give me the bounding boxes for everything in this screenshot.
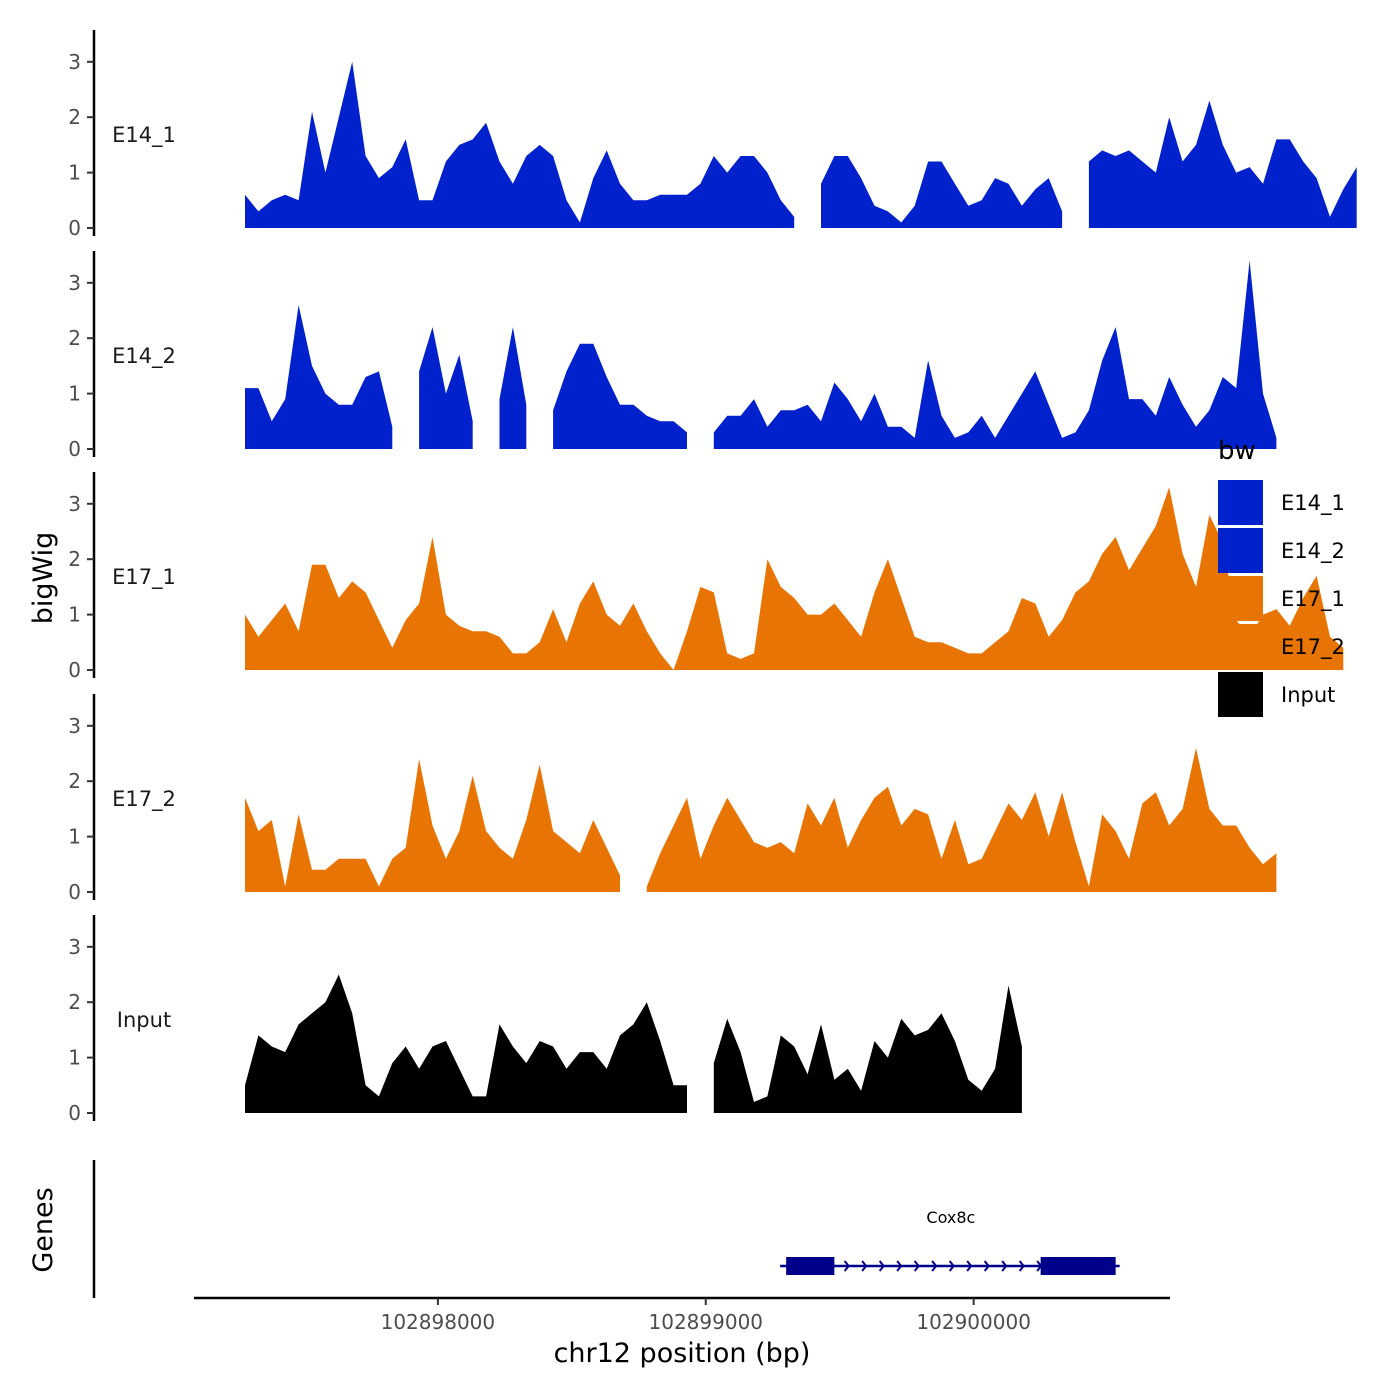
y-tick-label: 0: [68, 880, 81, 904]
y-tick-label: 3: [68, 714, 81, 738]
strand-arrow: [878, 1260, 885, 1272]
x-tick-label: 102898000: [381, 1310, 496, 1334]
y-tick-label: 0: [68, 658, 81, 682]
y-tick-label: 3: [68, 271, 81, 295]
strand-arrow: [966, 1260, 973, 1272]
strand-arrow: [896, 1260, 903, 1272]
legend: bw E14_1 E14_2 E17_1 E17_2 Input: [1218, 436, 1345, 717]
legend-label: Input: [1281, 683, 1335, 707]
area-E14_1: [245, 61, 795, 228]
x-tick-label: 102899000: [649, 1310, 764, 1334]
y-tick-label: 0: [68, 437, 81, 461]
legend-label: E14_1: [1281, 491, 1345, 516]
legend-label: E17_1: [1281, 587, 1345, 612]
gene-label: Cox8c: [926, 1208, 975, 1227]
strand-arrow: [948, 1260, 955, 1272]
x-axis: 102898000 102899000 102900000: [194, 1296, 1170, 1334]
area-E14_1: [1088, 100, 1357, 228]
track-E17_1: 0 1 2 3 E17_1: [68, 472, 1344, 682]
y-tick-label: 2: [68, 105, 81, 129]
track-E14_1: 0 1 2 3 E14_1: [68, 30, 1357, 240]
y-tick-label: 1: [68, 603, 81, 627]
track-Input: 0 1 2 3 Input: [68, 915, 1022, 1125]
x-tick-label: 102900000: [916, 1310, 1031, 1334]
genes-axis-title: Genes: [28, 1187, 59, 1272]
gene-Cox8c: Cox8c: [780, 1208, 1120, 1275]
legend-key-E14_1: [1218, 480, 1263, 525]
track-E14_2: 0 1 2 3 E14_2: [68, 251, 1277, 461]
y-tick-label: 1: [68, 161, 81, 185]
area-E14_2: [245, 305, 393, 449]
legend-title: bw: [1218, 436, 1256, 466]
area-E14_2: [553, 343, 687, 449]
y-tick-label: 0: [68, 216, 81, 240]
y-tick-label: 2: [68, 769, 81, 793]
y-tick-label: 1: [68, 1046, 81, 1070]
x-axis-title: chr12 position (bp): [554, 1338, 811, 1369]
track-label: E14_1: [112, 123, 176, 148]
track-label: E17_2: [112, 787, 176, 812]
area-Input: [713, 985, 1022, 1113]
strand-arrow: [1018, 1260, 1025, 1272]
strand-arrow: [843, 1260, 850, 1272]
y-tick-label: 1: [68, 382, 81, 406]
area-E17_1: [245, 487, 1344, 670]
area-E14_2: [713, 260, 1277, 449]
area-E17_2: [646, 748, 1277, 892]
area-E14_2: [419, 327, 473, 449]
area-E17_2: [245, 759, 620, 892]
gene-exon: [786, 1257, 835, 1275]
strand-arrow: [1001, 1260, 1008, 1272]
legend-label: E17_2: [1281, 635, 1345, 660]
y-tick-label: 3: [68, 935, 81, 959]
strand-arrow: [913, 1260, 920, 1272]
legend-key-E17_1: [1218, 576, 1263, 621]
y-tick-label: 0: [68, 1101, 81, 1125]
track-label: Input: [117, 1008, 171, 1032]
y-tick-label: 3: [68, 50, 81, 74]
y-axis-title: bigWig: [28, 532, 59, 625]
gene-panel: Cox8c: [92, 1160, 1120, 1298]
area-E14_1: [821, 156, 1063, 228]
legend-key-E14_2: [1218, 528, 1263, 573]
area-E14_2: [499, 327, 527, 449]
track-label: E17_1: [112, 565, 176, 590]
strand-arrow: [861, 1260, 868, 1272]
legend-key-Input: [1218, 672, 1263, 717]
legend-label: E14_2: [1281, 539, 1345, 564]
y-tick-label: 2: [68, 990, 81, 1014]
track-E17_2: 0 1 2 3 E17_2: [68, 694, 1277, 904]
gene-exon: [1040, 1257, 1116, 1275]
y-tick-label: 3: [68, 492, 81, 516]
legend-key-E17_2: [1218, 624, 1263, 669]
tracks-layer: 0 1 2 3 E14_1 0 1 2 3 E14_2 0 1 2 3 E17_1 0 1 2 3 E17_2 0 1 2 3…: [68, 30, 1357, 1125]
y-tick-label: 1: [68, 825, 81, 849]
strand-arrow: [931, 1260, 938, 1272]
y-tick-label: 2: [68, 547, 81, 571]
area-Input: [245, 974, 687, 1113]
track-label: E14_2: [112, 344, 176, 369]
strand-arrow: [983, 1260, 990, 1272]
y-tick-label: 2: [68, 326, 81, 350]
